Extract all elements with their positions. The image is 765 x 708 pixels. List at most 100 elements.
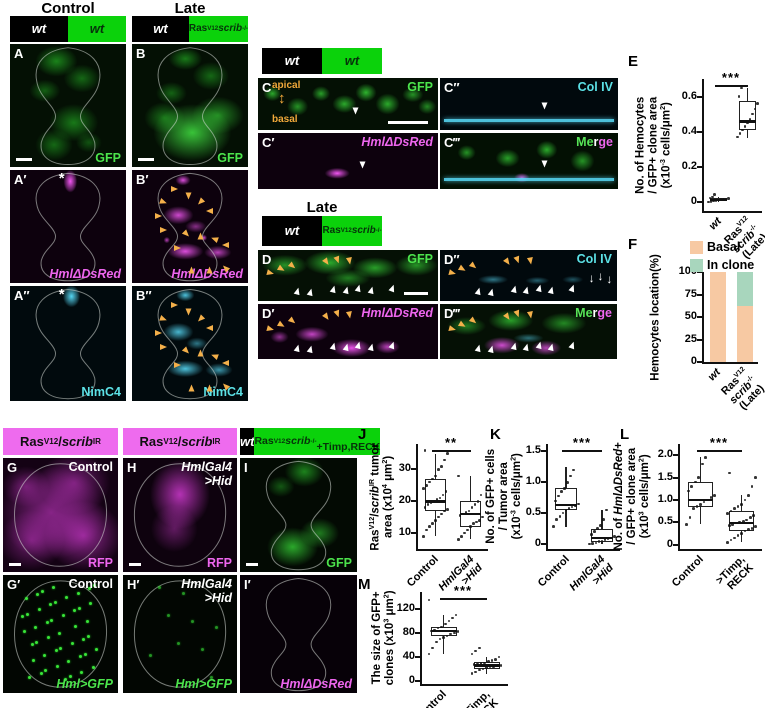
data-point bbox=[708, 196, 712, 200]
data-point bbox=[736, 135, 739, 139]
data-point bbox=[494, 658, 497, 661]
data-point bbox=[741, 519, 745, 523]
header-rasv12-scribIR: Ras V12/scrib IR bbox=[3, 428, 118, 455]
hemocyte-dot bbox=[30, 643, 34, 647]
hemocyte-dot bbox=[35, 641, 39, 645]
panel-letter: K bbox=[490, 426, 501, 443]
hemocyte-dot bbox=[91, 665, 95, 669]
significance-stars: ** bbox=[444, 435, 458, 450]
channel-label-rfp: RFP bbox=[207, 555, 232, 570]
plot-area bbox=[702, 272, 758, 364]
data-point bbox=[726, 540, 729, 544]
white-arrowhead-icon bbox=[487, 288, 496, 297]
data-point bbox=[700, 462, 704, 466]
data-point bbox=[422, 487, 425, 490]
data-point bbox=[475, 520, 478, 524]
tissue-outline bbox=[157, 47, 223, 166]
data-point bbox=[474, 670, 478, 674]
panel-letter: B bbox=[136, 46, 146, 61]
y-tick-label: 2.0 bbox=[657, 448, 673, 461]
data-point bbox=[576, 502, 580, 506]
plot-area bbox=[546, 444, 620, 551]
y-tick-label: 0.5 bbox=[525, 506, 541, 519]
data-point bbox=[431, 477, 434, 481]
data-point bbox=[567, 506, 571, 510]
y-tick-label: 120 bbox=[396, 601, 415, 614]
data-point bbox=[612, 535, 616, 538]
hemocyte-dot bbox=[58, 631, 62, 635]
data-point bbox=[750, 485, 754, 488]
y-tick-label: 0.2 bbox=[681, 160, 697, 172]
white-arrowhead-icon bbox=[475, 343, 483, 352]
hemocyte-dot bbox=[21, 615, 25, 619]
orange-arrowhead-icon bbox=[266, 325, 275, 333]
y-tick-label: 10 bbox=[398, 526, 411, 539]
orange-arrowhead-icon bbox=[526, 256, 534, 265]
data-point bbox=[553, 499, 557, 503]
panel-B-prime-micrograph: B′ HmlΔDsRed bbox=[132, 170, 248, 283]
data-point bbox=[497, 655, 501, 659]
data-point bbox=[481, 515, 484, 519]
data-point bbox=[440, 625, 443, 629]
hemocyte-dot bbox=[200, 648, 204, 652]
data-point bbox=[724, 197, 728, 201]
hemocyte-dot bbox=[54, 649, 58, 653]
data-point bbox=[714, 199, 718, 202]
y-tick-mark bbox=[697, 293, 702, 296]
white-arrowhead-icon bbox=[547, 285, 556, 294]
data-point bbox=[741, 128, 744, 132]
orange-arrowhead-icon bbox=[171, 185, 179, 192]
condition-label: HmlGal4 >Hid bbox=[181, 577, 232, 605]
legend-item: In clone bbox=[690, 258, 754, 272]
data-point bbox=[756, 102, 759, 105]
data-point bbox=[727, 524, 731, 528]
data-point bbox=[594, 541, 598, 545]
orange-arrowhead-icon bbox=[448, 269, 457, 278]
down-arrow-icon: ↓ bbox=[597, 269, 604, 284]
tissue-outline bbox=[13, 463, 108, 567]
scale-bar bbox=[138, 158, 154, 161]
genotype-wt: wt bbox=[132, 16, 189, 42]
channel-label-gfp: GFP bbox=[95, 150, 121, 165]
y-tick-mark bbox=[541, 450, 546, 453]
y-tick-label: 1.0 bbox=[525, 475, 541, 488]
data-point bbox=[738, 520, 742, 524]
data-point bbox=[599, 524, 602, 527]
data-point bbox=[702, 500, 706, 504]
white-arrowhead-icon bbox=[306, 288, 314, 297]
orange-arrowhead-icon bbox=[502, 257, 512, 267]
data-point bbox=[423, 449, 427, 452]
channel-label-gfp: GFP bbox=[326, 555, 352, 570]
white-arrowhead-icon bbox=[568, 340, 577, 350]
orange-arrowhead-icon bbox=[513, 255, 522, 264]
genotype-wt: wt bbox=[240, 428, 255, 455]
tissue-outline bbox=[35, 47, 101, 166]
white-arrowhead-icon bbox=[388, 283, 397, 293]
data-point bbox=[704, 456, 708, 459]
data-point bbox=[709, 496, 713, 499]
significance-stars: *** bbox=[453, 583, 473, 598]
data-point bbox=[427, 652, 431, 656]
panel-letter: A″ bbox=[14, 288, 30, 303]
data-point bbox=[447, 619, 451, 623]
asterisk-icon: * bbox=[58, 286, 65, 303]
y-tick-mark bbox=[697, 361, 702, 363]
data-point bbox=[555, 518, 559, 521]
median-line bbox=[459, 512, 482, 516]
x-tick-label: wt bbox=[707, 215, 725, 233]
scale-bar bbox=[404, 292, 428, 295]
y-tick-mark bbox=[673, 498, 678, 501]
white-arrowhead-icon bbox=[535, 340, 543, 350]
white-arrowhead-icon bbox=[342, 342, 350, 352]
panel-letter: H′ bbox=[127, 577, 140, 592]
orange-arrowhead-icon bbox=[321, 312, 331, 322]
hemocyte-dot bbox=[43, 654, 47, 658]
y-tick-mark bbox=[673, 543, 678, 546]
tissue-outline bbox=[35, 288, 101, 400]
hemocyte-dot bbox=[61, 613, 65, 617]
significance-stars: *** bbox=[721, 70, 741, 85]
panel-letter: C bbox=[262, 80, 272, 95]
hemocyte-dot bbox=[65, 596, 69, 600]
data-point bbox=[425, 528, 428, 532]
y-tick-mark bbox=[697, 95, 702, 98]
